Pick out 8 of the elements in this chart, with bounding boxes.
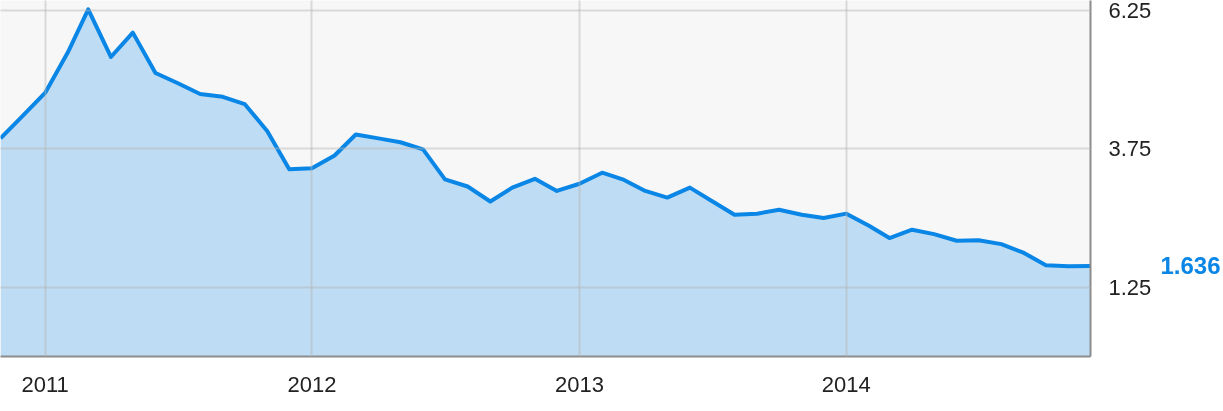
x-tick-label: 2011 xyxy=(21,371,69,397)
y-tick-label: 1.25 xyxy=(1108,274,1152,300)
x-tick-label: 2012 xyxy=(287,371,337,397)
x-tick-label: 2014 xyxy=(821,371,871,397)
x-tick-label: 2013 xyxy=(555,371,604,397)
y-tick-label: 6.25 xyxy=(1108,0,1152,23)
y-tick-label: 3.75 xyxy=(1108,136,1152,162)
text: 1.636 xyxy=(1160,252,1221,280)
